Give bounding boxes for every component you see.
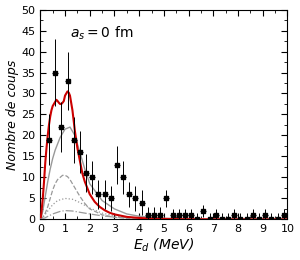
Y-axis label: Nombre de coups: Nombre de coups (6, 59, 19, 170)
X-axis label: $E_d$ (MeV): $E_d$ (MeV) (133, 237, 194, 255)
Text: $a_s = 0$ fm: $a_s = 0$ fm (70, 24, 134, 42)
